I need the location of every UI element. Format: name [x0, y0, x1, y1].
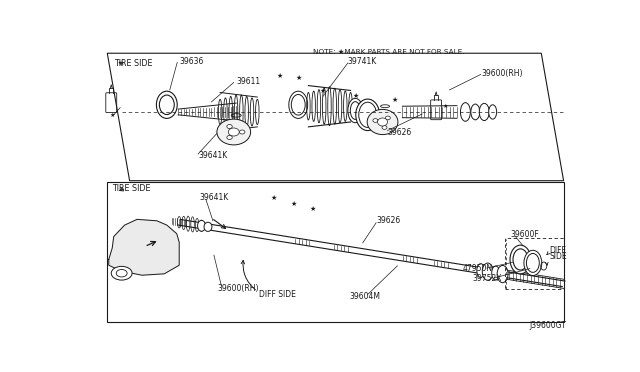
Ellipse shape — [460, 103, 470, 121]
Text: ★: ★ — [295, 75, 301, 81]
Text: ★: ★ — [109, 113, 115, 118]
Ellipse shape — [289, 91, 308, 118]
Ellipse shape — [356, 99, 380, 131]
Ellipse shape — [497, 266, 508, 283]
Text: 39600(RH): 39600(RH) — [482, 69, 524, 78]
Ellipse shape — [477, 264, 484, 278]
Text: SIDE: SIDE — [549, 252, 567, 261]
Ellipse shape — [492, 266, 500, 280]
Ellipse shape — [217, 119, 251, 145]
Text: TIRE SIDE: TIRE SIDE — [112, 184, 151, 193]
Text: 39611: 39611 — [236, 77, 260, 86]
Ellipse shape — [204, 222, 212, 231]
Text: 39641K: 39641K — [199, 193, 228, 202]
Text: NOTE: ★MARK PARTS ARE NOT FOR SALE.: NOTE: ★MARK PARTS ARE NOT FOR SALE. — [313, 49, 465, 55]
Text: 39600(RH): 39600(RH) — [218, 284, 259, 293]
Text: 39600F: 39600F — [510, 230, 539, 239]
Text: ★: ★ — [276, 73, 283, 78]
Ellipse shape — [348, 98, 363, 123]
Ellipse shape — [471, 104, 480, 120]
Text: 39626: 39626 — [388, 128, 412, 137]
Text: DIFF: DIFF — [549, 246, 566, 255]
Ellipse shape — [156, 91, 177, 118]
Text: ★: ★ — [320, 87, 326, 93]
Text: DIFF SIDE: DIFF SIDE — [259, 290, 296, 299]
Text: ★: ★ — [443, 104, 448, 109]
Ellipse shape — [111, 266, 132, 280]
Ellipse shape — [524, 250, 542, 276]
Ellipse shape — [382, 126, 387, 129]
Text: 39636: 39636 — [179, 57, 204, 66]
Bar — [108, 182, 564, 323]
Ellipse shape — [116, 269, 127, 277]
Ellipse shape — [385, 116, 390, 120]
Ellipse shape — [227, 135, 232, 140]
Ellipse shape — [239, 130, 245, 134]
Polygon shape — [109, 219, 179, 275]
Text: 39626: 39626 — [376, 216, 401, 225]
Text: 47950N: 47950N — [463, 264, 493, 273]
FancyBboxPatch shape — [106, 93, 116, 112]
Ellipse shape — [227, 125, 232, 129]
Text: ★: ★ — [392, 97, 398, 103]
Text: J39600GT: J39600GT — [529, 321, 566, 330]
Ellipse shape — [489, 105, 497, 119]
Text: ★: ★ — [310, 206, 316, 212]
Text: 39741K: 39741K — [348, 57, 377, 66]
Text: ★: ★ — [290, 201, 296, 206]
Ellipse shape — [378, 118, 388, 126]
FancyBboxPatch shape — [431, 100, 442, 120]
Ellipse shape — [510, 245, 531, 274]
Ellipse shape — [373, 119, 378, 122]
Ellipse shape — [479, 103, 489, 121]
Ellipse shape — [483, 263, 493, 280]
Text: ★: ★ — [353, 93, 359, 99]
Ellipse shape — [367, 109, 398, 135]
Text: 39752X: 39752X — [473, 274, 502, 283]
Text: 39641K: 39641K — [198, 151, 227, 160]
Text: 39604M: 39604M — [350, 292, 381, 301]
Ellipse shape — [198, 220, 205, 231]
Text: ★: ★ — [270, 195, 276, 202]
Ellipse shape — [228, 128, 239, 136]
Text: TIRE SIDE: TIRE SIDE — [114, 59, 152, 68]
